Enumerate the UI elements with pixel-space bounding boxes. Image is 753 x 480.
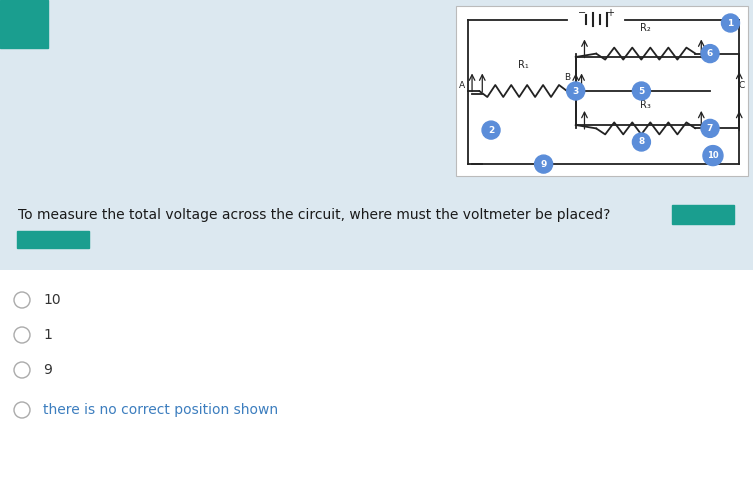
Text: 1: 1 (43, 328, 52, 342)
Circle shape (701, 120, 719, 137)
Bar (0, 0, 48, 48)
Text: R₁: R₁ (518, 60, 529, 71)
Bar (456, 6, 748, 176)
Text: R₃: R₃ (640, 100, 651, 109)
Circle shape (633, 82, 651, 100)
Text: there is no correct position shown: there is no correct position shown (43, 403, 278, 417)
Circle shape (535, 155, 553, 173)
Text: 10: 10 (43, 293, 61, 307)
Bar (0, 270, 753, 480)
Text: 1: 1 (727, 19, 733, 27)
Circle shape (633, 133, 651, 151)
Text: 9: 9 (43, 363, 52, 377)
Circle shape (567, 82, 585, 100)
Text: To measure the total voltage across the circuit, where must the voltmeter be pla: To measure the total voltage across the … (18, 208, 611, 222)
Text: C: C (739, 82, 745, 90)
Circle shape (14, 292, 30, 308)
Bar (0, 188, 753, 270)
Text: −: − (578, 8, 587, 18)
Bar (17, 231, 89, 248)
Circle shape (14, 327, 30, 343)
Text: 10: 10 (707, 151, 719, 160)
Text: +: + (606, 8, 614, 18)
Circle shape (14, 402, 30, 418)
Text: 9: 9 (541, 159, 547, 168)
Bar (672, 205, 734, 224)
Text: A: A (459, 82, 465, 90)
Text: 7: 7 (707, 124, 713, 133)
Circle shape (14, 362, 30, 378)
Text: 3: 3 (572, 86, 579, 96)
Circle shape (701, 45, 719, 62)
Text: 8: 8 (639, 137, 645, 146)
Text: 6: 6 (707, 49, 713, 58)
Text: 5: 5 (639, 86, 645, 96)
Circle shape (721, 14, 739, 32)
Text: R₂: R₂ (640, 23, 651, 33)
Circle shape (703, 145, 723, 166)
Circle shape (482, 121, 500, 139)
Text: 2: 2 (488, 126, 494, 134)
Text: B: B (564, 73, 570, 82)
